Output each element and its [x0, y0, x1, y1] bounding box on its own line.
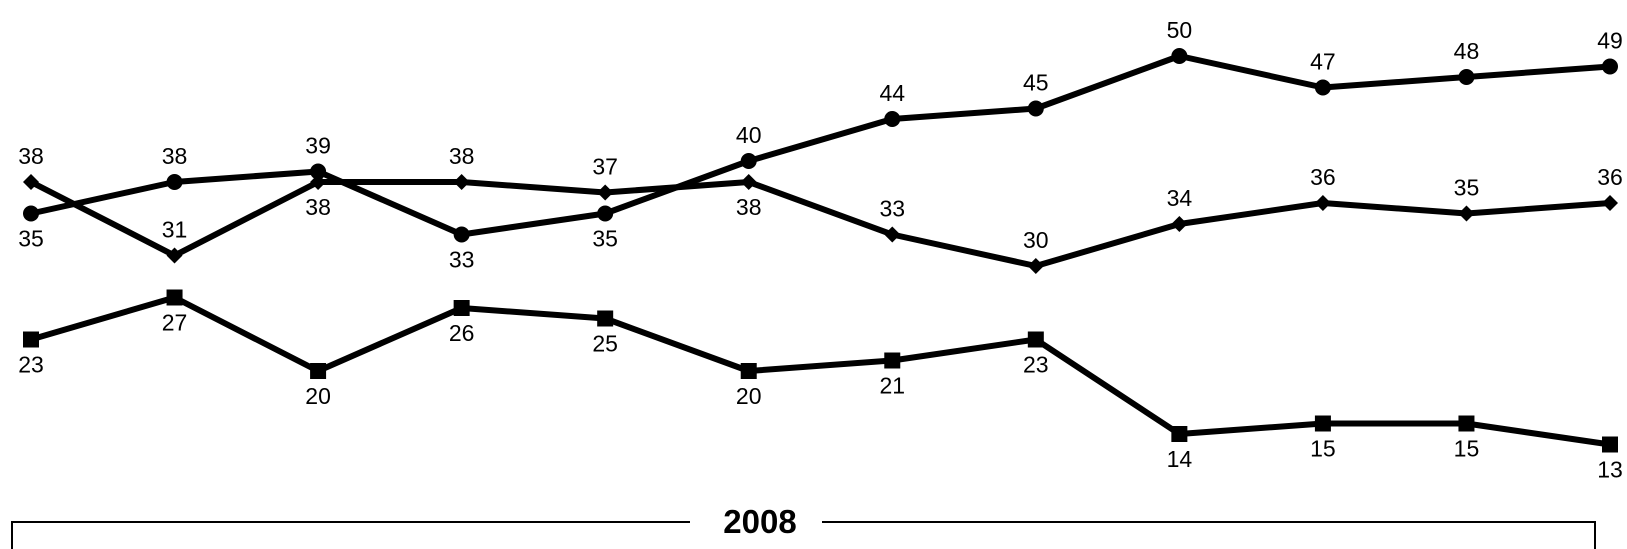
diamond-series-data-label: 38: [18, 143, 44, 169]
square-series-point: [453, 300, 470, 316]
circle-series-data-label: 44: [879, 80, 905, 106]
diamond-series-point: [1458, 205, 1475, 222]
circle-series-point: [1314, 79, 1331, 96]
diamond-series-data-label: 30: [1023, 227, 1049, 253]
diamond-series-data-label: 36: [1310, 164, 1336, 190]
square-series-data-label: 15: [1310, 436, 1336, 462]
year-bracket-left-line: [11, 521, 690, 549]
diamond-series-point: [740, 174, 757, 190]
square-series-data-label: 21: [879, 373, 905, 399]
diamond-series-data-label: 34: [1167, 185, 1193, 211]
circle-series-point: [740, 153, 757, 169]
diamond-series-data-label: 38: [736, 194, 762, 220]
year-bracket-right-line: [822, 521, 1596, 549]
year-bracket: 2008: [11, 503, 1596, 549]
diamond-series-point: [597, 184, 614, 201]
square-series-point: [1458, 415, 1475, 432]
circle-series-data-label: 48: [1454, 38, 1480, 64]
circle-series-point: [166, 174, 183, 190]
circle-series-point: [884, 111, 901, 127]
diamond-series-point: [310, 174, 327, 190]
square-series-line: [30, 294, 1611, 448]
circle-series-point: [1602, 58, 1618, 75]
diamond-series-data-label: 33: [879, 196, 905, 222]
square-series-data-label: 20: [305, 383, 331, 409]
circle-series-data-label: 49: [1597, 28, 1623, 54]
square-series-data-label: 20: [736, 383, 762, 409]
circle-series-data-label: 40: [736, 122, 762, 148]
circle-series-data-label: 47: [1310, 49, 1336, 75]
square-series-data-label: 13: [1597, 457, 1623, 483]
diamond-series-point: [1027, 258, 1044, 274]
square-series-point: [23, 331, 39, 348]
diamond-series-line: [29, 179, 1611, 269]
diamond-series-point: [23, 174, 39, 190]
circle-series-line: [30, 53, 1611, 238]
square-series-point: [166, 289, 183, 306]
circle-series-point: [1458, 69, 1475, 85]
square-series-data-label: 27: [162, 310, 188, 336]
year-label: 2008: [723, 503, 796, 540]
circle-series-data-label: 35: [592, 226, 618, 252]
diamond-series-data-label: 31: [162, 217, 188, 243]
circle-series-point: [453, 226, 470, 243]
square-series-point: [597, 310, 614, 327]
diamond-series-data-label: 36: [1597, 164, 1623, 190]
circle-series-data-label: 35: [18, 226, 44, 252]
square-series-data-label: 15: [1454, 436, 1480, 462]
square-series-data-label: 25: [592, 331, 618, 357]
circle-series-point: [23, 205, 39, 222]
circle-series-point: [310, 163, 327, 180]
square-series-point: [1314, 415, 1331, 432]
circle-series-point: [1171, 48, 1188, 64]
diamond-series-data-label: 37: [592, 154, 618, 180]
square-series-data-label: 23: [1023, 352, 1049, 378]
square-series-point: [1602, 436, 1618, 453]
square-series-data-label: 14: [1167, 446, 1193, 472]
diamond-series-data-label: 38: [305, 194, 331, 220]
diamond-series-data-label: 35: [1454, 175, 1480, 201]
diamond-series-point: [166, 247, 183, 264]
series-layer: [23, 48, 1618, 453]
square-series-point: [310, 363, 327, 379]
circle-series-data-label: 38: [162, 143, 188, 169]
square-series-point: [740, 363, 757, 379]
circle-series-data-label: 45: [1023, 70, 1049, 96]
square-series-point: [884, 352, 901, 369]
square-series-point: [1171, 426, 1188, 442]
label-layer: 35 38 39 33 35 40 44 45 50 47 48 49 38 31 38 38 37 38 33 30…: [18, 17, 1623, 483]
diamond-series-point: [1314, 195, 1331, 211]
square-series-data-label: 26: [449, 320, 475, 346]
circle-series-data-label: 50: [1167, 17, 1193, 43]
diamond-series-point: [1602, 195, 1618, 211]
circle-series-point: [597, 205, 614, 222]
diamond-series-point: [453, 174, 470, 190]
circle-series-point: [1027, 100, 1044, 117]
square-series-data-label: 23: [18, 352, 44, 378]
square-series-point: [1027, 331, 1044, 348]
diamond-series-data-label: 38: [449, 143, 475, 169]
diamond-series-point: [1171, 216, 1188, 232]
diamond-series-point: [884, 226, 901, 243]
circle-series-data-label: 39: [305, 133, 331, 159]
circle-series-data-label: 33: [449, 247, 475, 273]
